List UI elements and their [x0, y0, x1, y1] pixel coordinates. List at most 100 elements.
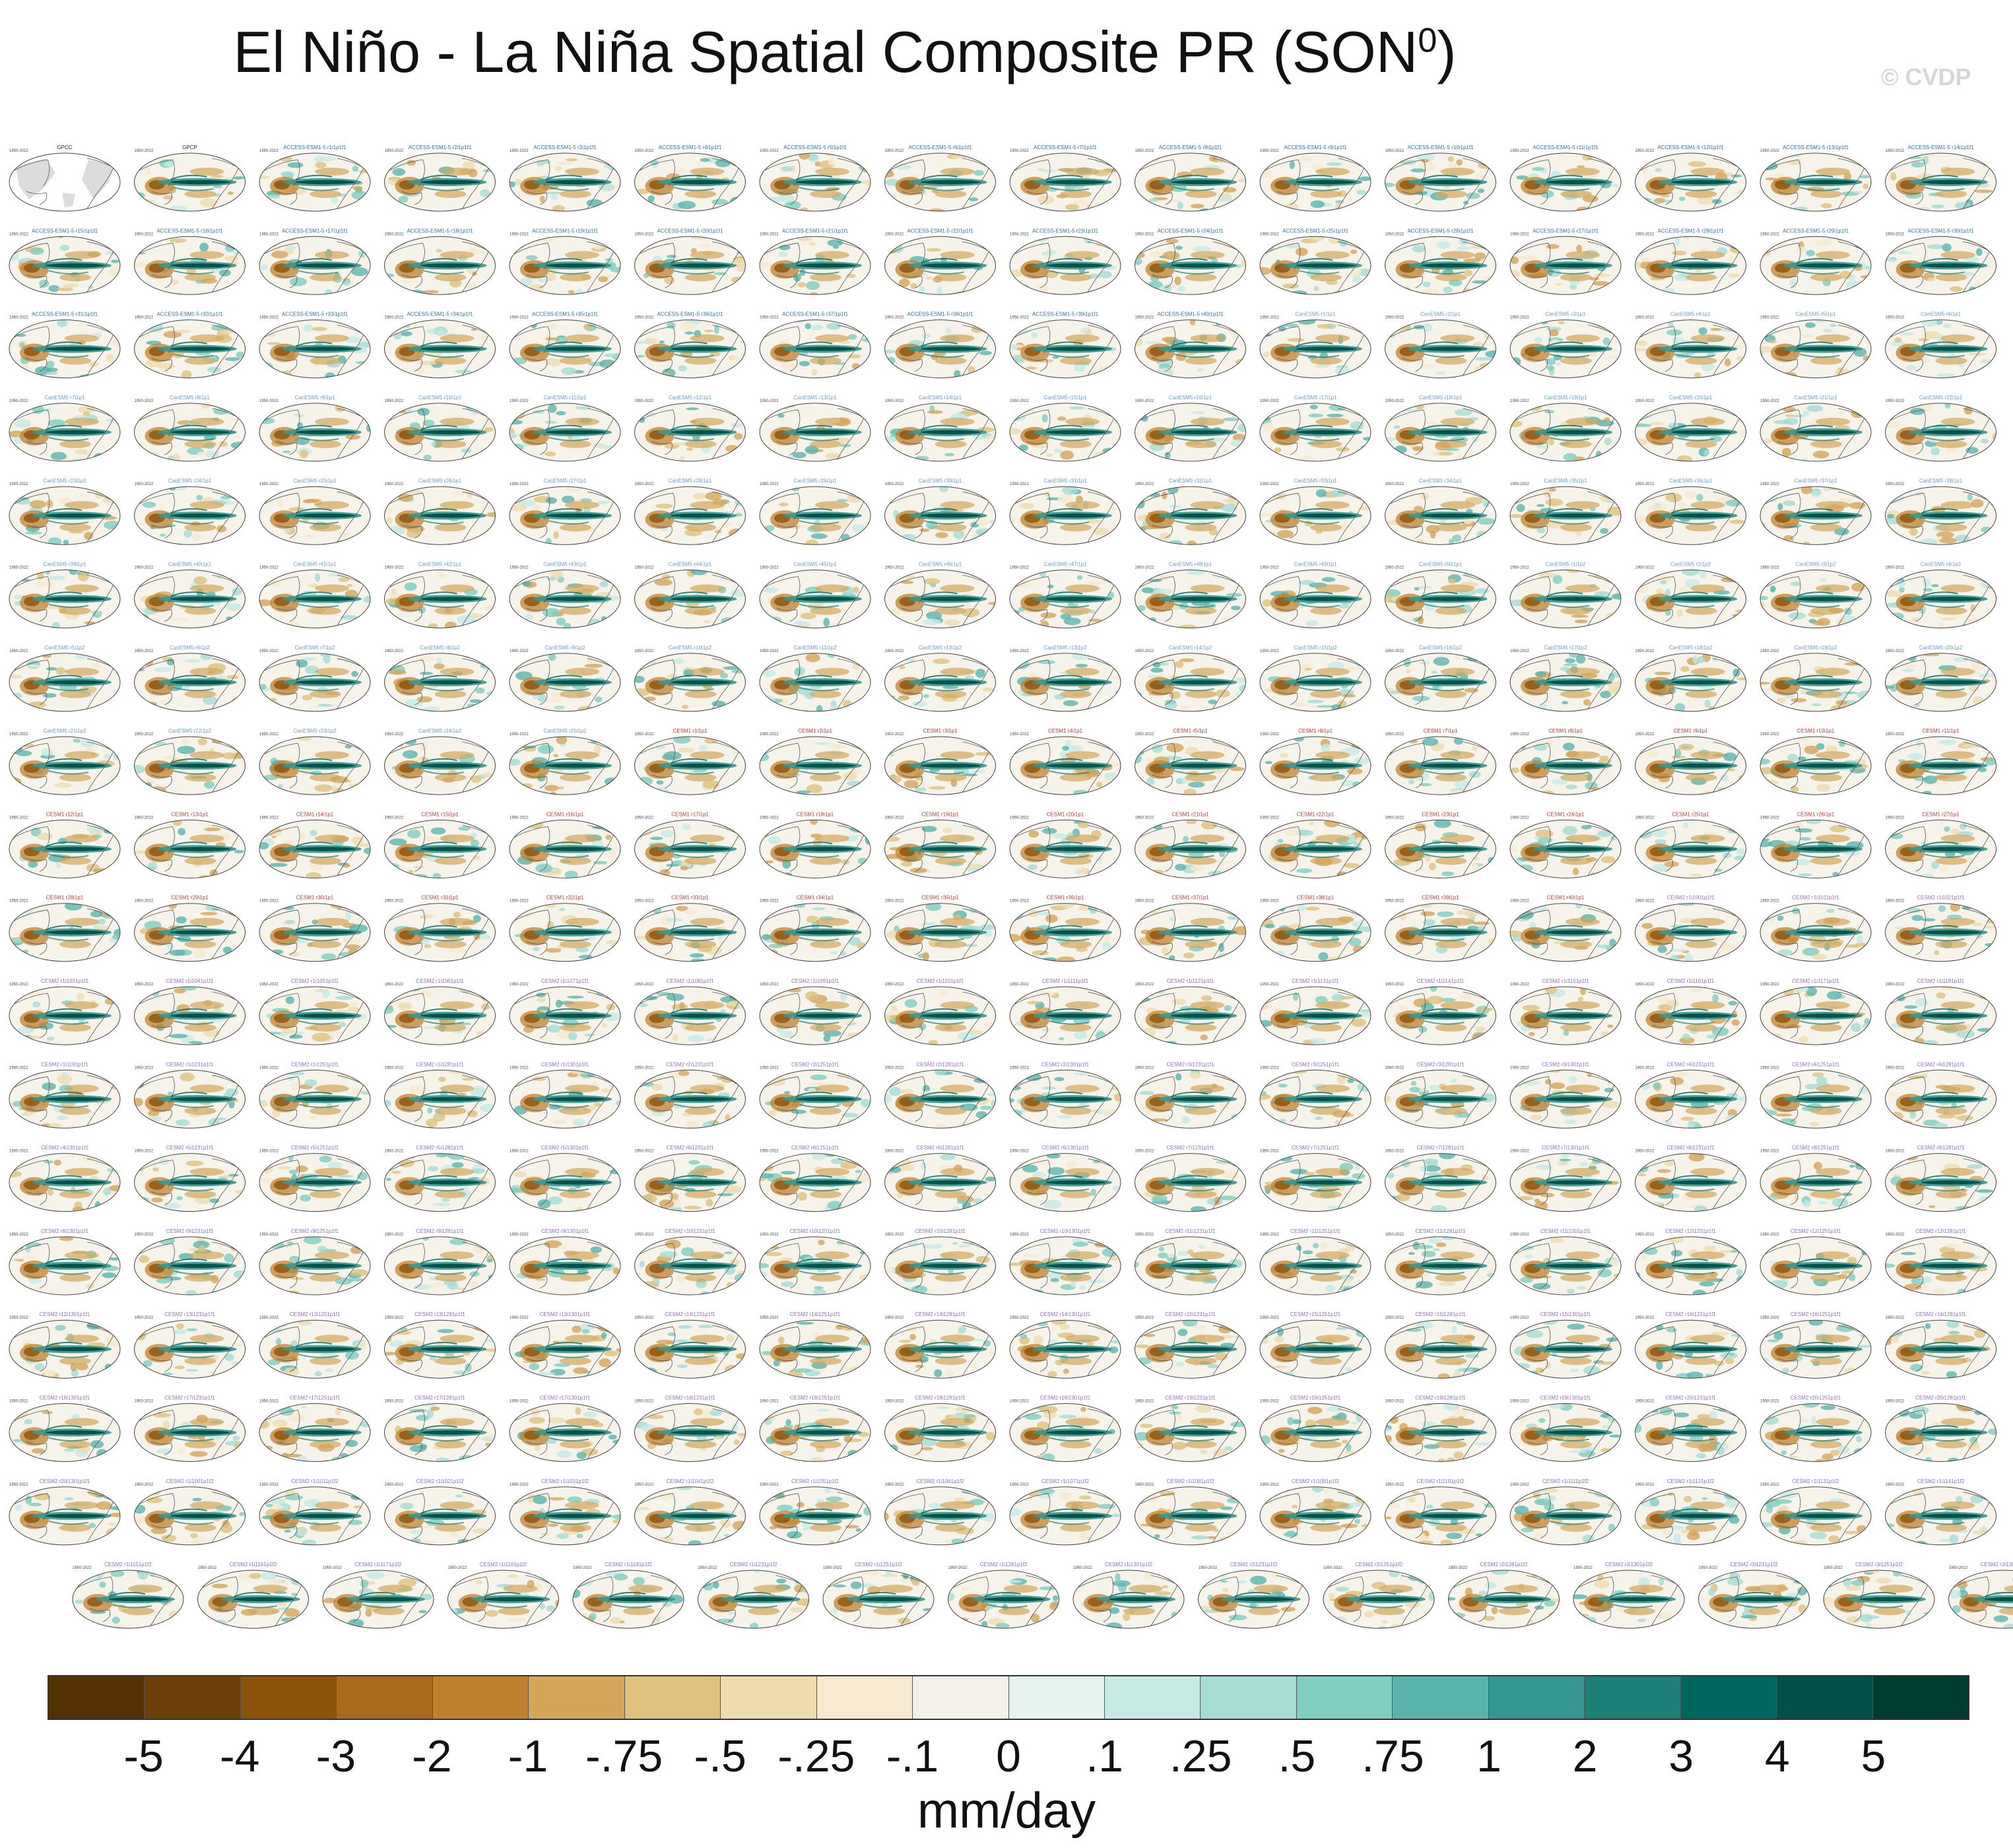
map-panel: CESM1 r17i1p1 1950-2022 [634, 811, 746, 878]
panel-title: CESM2 r2i1231p1f1 [666, 1061, 714, 1067]
panel-title: CanESM5 r49i1p1 [1294, 562, 1337, 568]
panel-title: CESM1 r33i1p1 [671, 895, 709, 901]
panel-period-label: 1950-2022 [259, 649, 279, 653]
map-panel: CESM2 r1i1181p1f2 1950-2022 [447, 1562, 559, 1629]
panel-title: CESM2 r8i1251p1f1 [1792, 1145, 1840, 1151]
colorbar-swatch [337, 1676, 433, 1719]
panel-title: CanESM5 r14i1p1 [919, 395, 962, 401]
panel-period-label: 1950-2022 [1510, 733, 1529, 737]
map-panel: CESM2 r16i1231p1f1 1950-2022 [1635, 1311, 1746, 1379]
map-panel: CESM2 r2i1231p1f2 1950-2022 [1198, 1562, 1309, 1629]
panel-period-label: 1950-2022 [1635, 399, 1655, 403]
panel-period-label: 1950-2022 [1260, 900, 1279, 904]
map-panel: CanESM5 r43i1p1 1950-2022 [509, 562, 621, 628]
map-panel: ACCESS-ESM1-5 r15i1p1f1 1950-2022 [9, 228, 121, 295]
map-panel: CESM2 r6i1281p1f1 1950-2022 [884, 1145, 996, 1212]
panel-period-label: 1950-2022 [885, 900, 904, 904]
map-panel: CESM2 r20i1281p1f1 1950-2022 [1885, 1395, 1996, 1462]
panel-title: ACCESS-ESM1-5 r13i1p1f1 [1783, 145, 1849, 150]
panel-title: CESM2 r1i1161p1f2 [230, 1562, 277, 1568]
panel-period-label: 1950-2022 [698, 1566, 717, 1570]
panel-title: CESM2 r1i1251p1f2 [855, 1562, 903, 1568]
panel-title: CESM2 r7i1231p1f1 [1166, 1145, 1214, 1151]
colorbar-tick-label: .25 [1169, 1731, 1232, 1781]
panel-title: CanESM5 r20i1p2 [1919, 645, 1963, 651]
map-panel: CESM2 r13i1281p1f1 1950-2022 [384, 1311, 496, 1379]
map-panel: CanESM5 r6i1p1 1950-2022 [1885, 312, 1996, 379]
colorbar-tick-label: -.75 [585, 1731, 663, 1781]
map-panel: CESM2 r1i1111p1f2 1950-2022 [1509, 1478, 1622, 1546]
map-panel: CESM2 r8i1301p1f1 1950-2022 [9, 1228, 121, 1296]
panel-period-label: 1950-2022 [1760, 816, 1779, 820]
panel-period-label: 1950-2022 [1635, 1150, 1655, 1154]
panel-period-label: 1950-2022 [1135, 816, 1154, 820]
panel-period-label: 1950-2022 [9, 1066, 28, 1070]
panel-title: CESM1 r35i1p1 [921, 895, 959, 901]
map-panel: CESM2 r10i1231p1f1 1950-2022 [634, 1228, 746, 1296]
map-panel: CESM2 r1i1141p1f2 1950-2022 [1885, 1478, 1996, 1546]
map-panel: CanESM5 r3i1p2 1950-2022 [1760, 562, 1872, 628]
map-panel: CESM1 r21i1p1 1950-2022 [1135, 811, 1246, 878]
panel-title: CanESM5 r15i1p1 [1043, 395, 1087, 401]
panel-period-label: 1950-2022 [1635, 900, 1655, 904]
panel-title: CESM1 r28i1p1 [46, 895, 84, 901]
panel-title: CESM2 r1i1061p1f2 [916, 1478, 964, 1484]
panel-period-label: 1950-2022 [760, 1483, 779, 1487]
map-panel: CanESM5 r45i1p1 1950-2022 [759, 562, 871, 628]
panel-period-label: 1950-2022 [1510, 399, 1529, 403]
map-panel: CanESM5 r25i1p1 1950-2022 [259, 478, 371, 545]
panel-title: ACCESS-ESM1-5 r31i1p1f1 [32, 312, 98, 317]
map-panel: CESM2 r1i1141p1f1 1950-2022 [1385, 978, 1496, 1045]
panel-period-label: 1950-2022 [9, 482, 28, 486]
panel-period-label: 1950-2022 [823, 1566, 842, 1570]
panel-period-label: 1950-2022 [1760, 983, 1779, 987]
map-panel: CanESM5 r31i1p1 1950-2022 [1009, 478, 1121, 545]
panel-period-label: 1950-2022 [510, 316, 529, 320]
map-panel: CanESM5 r20i1p1 1950-2022 [1635, 395, 1746, 462]
map-panel: CESM2 r19i1231p1f1 1950-2022 [1135, 1395, 1246, 1462]
panel-period-label: 1950-2022 [135, 816, 154, 820]
panel-period-label: 1950-2022 [1385, 816, 1404, 820]
panel-title: CESM2 r13i1301p1f1 [540, 1311, 591, 1317]
panel-period-label: 1950-2022 [1886, 983, 1905, 987]
panel-period-label: 1950-2022 [1385, 649, 1404, 653]
panel-period-label: 1950-2022 [1635, 482, 1655, 486]
map-panel: CESM2 r3i1301p1f1 1950-2022 [1509, 1061, 1622, 1129]
map-panel: CESM1 r37i1p1 1950-2022 [1135, 895, 1246, 962]
panel-period-label: 1950-2022 [510, 1233, 529, 1237]
panel-title: ACCESS-ESM1-5 r38i1p1f1 [907, 312, 974, 317]
panel-period-label: 1950-2022 [1510, 1316, 1529, 1320]
panel-period-label: 1950-2022 [510, 816, 529, 820]
map-panel: CESM1 r15i1p1 1950-2022 [384, 811, 496, 878]
panel-period-label: 1950-2022 [885, 482, 904, 486]
map-panel: CESM2 r1i1151p1f2 1950-2022 [72, 1562, 184, 1629]
panel-period-label: 1950-2022 [1010, 1066, 1029, 1070]
panel-title: CanESM5 r10i1p1 [418, 395, 462, 401]
panel-period-label: 1950-2022 [259, 1400, 279, 1404]
panel-title: ACCESS-ESM1-5 r33i1p1f1 [282, 312, 348, 317]
map-panel: CESM1 r1i1p1 1950-2022 [634, 728, 746, 795]
panel-period-label: 1950-2022 [259, 1316, 279, 1320]
colorbar-tick-label: -2 [412, 1731, 452, 1781]
map-panel: CESM1 r9i1p1 1950-2022 [1635, 728, 1746, 795]
panel-period-label: 1950-2022 [1260, 733, 1279, 737]
panel-title: CESM2 r1i1231p1f2 [729, 1562, 777, 1568]
panel-period-label: 1950-2022 [1760, 649, 1779, 653]
map-panel: GPCC 1950-2022 [9, 145, 121, 212]
panel-title: CESM2 r2i1231p1f2 [1230, 1562, 1278, 1568]
panel-period-label: 1950-2022 [1260, 566, 1279, 570]
panel-title: CESM2 r1i1001p1f2 [166, 1478, 214, 1484]
panel-period-label: 1950-2022 [1635, 316, 1655, 320]
panel-period-label: 1950-2022 [1135, 649, 1154, 653]
panel-title: CESM1 r26i1p1 [1797, 811, 1835, 817]
panel-title: CESM2 r7i1251p1f1 [1292, 1145, 1340, 1151]
map-panel: CanESM5 r40i1p1 1950-2022 [134, 562, 246, 628]
map-panel: ACCESS-ESM1-5 r6i1p1f1 1950-2022 [884, 145, 996, 212]
map-panel: CESM2 r1i1231p1f2 1950-2022 [698, 1562, 809, 1629]
colorbar-tick-label: 4 [1764, 1731, 1790, 1781]
panel-title: ACCESS-ESM1-5 r20i1p1f1 [657, 228, 723, 234]
panel-title: CESM2 r11i1301p1f1 [1540, 1228, 1591, 1234]
colorbar-tick-label: -1 [508, 1731, 548, 1781]
colorbar-swatch [432, 1676, 529, 1719]
